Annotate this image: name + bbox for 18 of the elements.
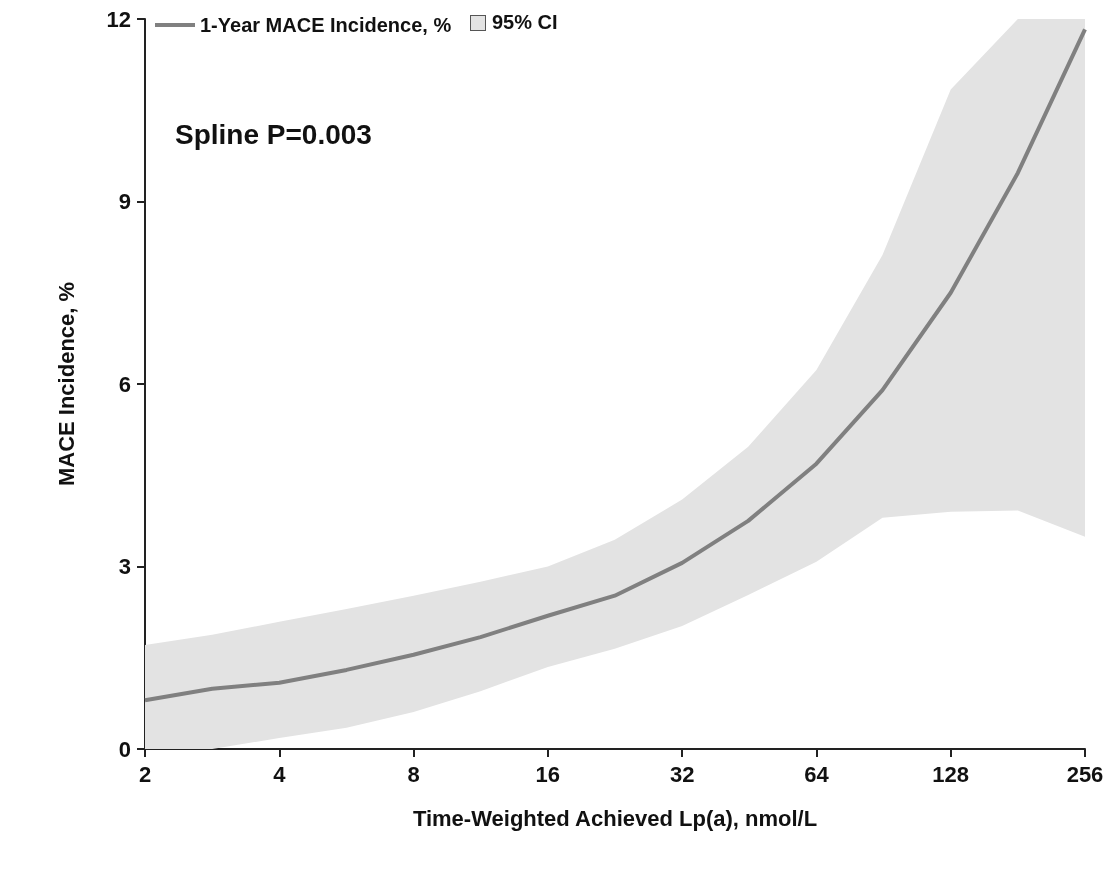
y-tick-label: 12 [106,6,131,32]
x-tick-label: 16 [535,761,561,787]
annotation: 95% CI [492,11,558,34]
x-tick-label: 8 [407,761,420,787]
y-axis-title: MACE Incidence, % [53,281,79,487]
x-tick-label: 4 [273,761,287,787]
x-tick-label: 256 [1066,761,1104,787]
legend-label: 1-Year MACE Incidence, % [200,14,452,36]
y-tick-label: 3 [118,554,131,579]
y-tick-label: 6 [118,371,131,397]
y-tick-label: 9 [118,189,131,214]
x-axis-title: Time-Weighted Achieved Lp(a), nmol/L [412,805,818,831]
x-tick-label: 64 [804,761,830,787]
annotation: Spline P=0.003 [175,118,372,150]
x-tick-label: 32 [669,761,695,787]
x-tick-label: 128 [932,761,970,787]
y-tick-label: 0 [118,736,131,762]
x-tick-label: 2 [138,761,152,787]
